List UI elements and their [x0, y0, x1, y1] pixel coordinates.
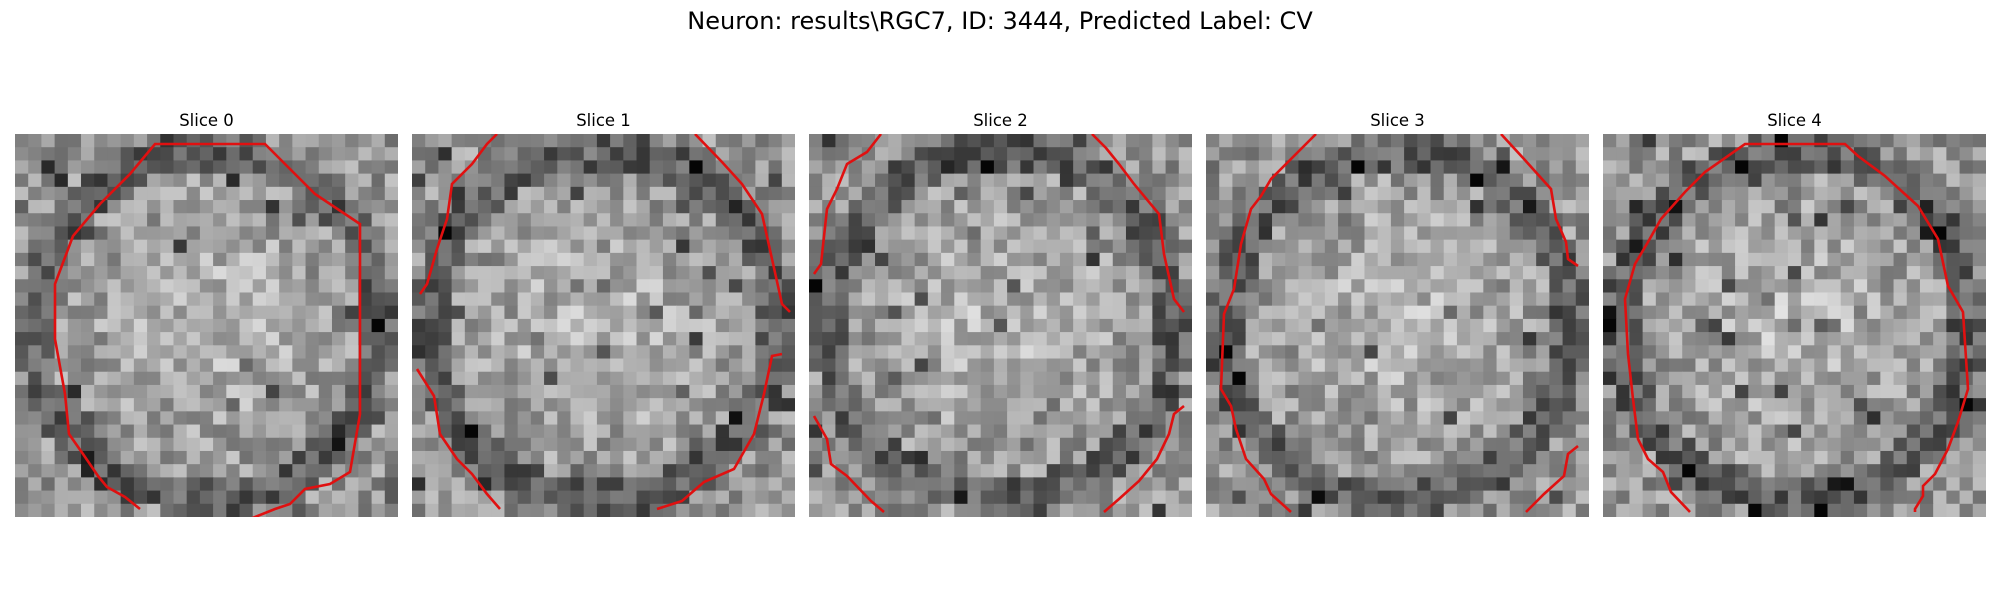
slice-image — [412, 134, 795, 517]
cell-contour — [1091, 134, 1186, 313]
figure-title: Neuron: results\RGC7, ID: 3444, Predicte… — [687, 7, 1313, 35]
slice-panel-0: Slice 0 — [15, 108, 398, 517]
slice-title: Slice 3 — [1370, 111, 1425, 130]
slice-title: Slice 2 — [973, 111, 1028, 130]
slice-panel-1: Slice 1 — [412, 108, 795, 517]
slice-image — [1206, 134, 1589, 517]
slice-panel-2: Slice 2 — [809, 108, 1192, 517]
slice-title: Slice 4 — [1767, 111, 1822, 130]
cell-contour — [694, 134, 791, 313]
cell-contour — [1103, 404, 1185, 513]
slice-panel-4: Slice 4 — [1603, 108, 1986, 517]
slice-image — [1603, 134, 1986, 517]
cell-contour — [415, 368, 501, 510]
slice-title: Slice 0 — [179, 111, 234, 130]
cell-contour — [1219, 134, 1317, 513]
slice-image — [15, 134, 398, 517]
cell-contour — [656, 352, 783, 511]
cell-contour — [418, 134, 498, 295]
cell-contour — [1525, 444, 1579, 513]
cell-contour — [1623, 142, 1970, 513]
cell-contour — [1500, 134, 1579, 268]
cell-contour — [812, 134, 883, 275]
slice-image — [809, 134, 1192, 517]
cell-contour — [812, 415, 885, 513]
cell-contour — [53, 142, 362, 517]
slice-title: Slice 1 — [576, 111, 631, 130]
slice-panel-3: Slice 3 — [1206, 108, 1589, 517]
